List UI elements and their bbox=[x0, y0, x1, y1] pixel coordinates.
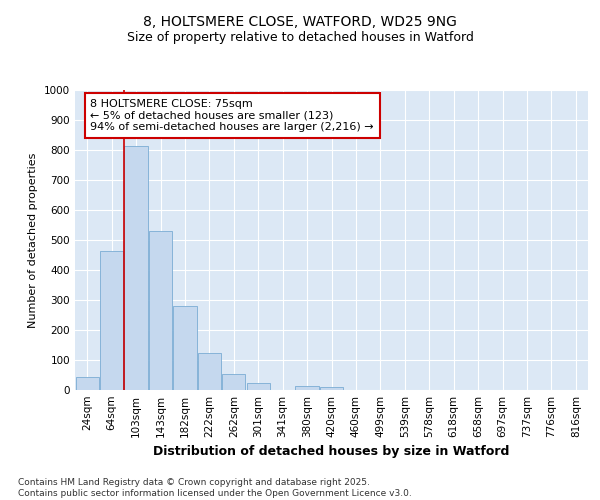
Bar bbox=[198, 352, 221, 390]
Bar bbox=[100, 250, 123, 390]
Bar bbox=[295, 386, 319, 390]
Bar bbox=[247, 384, 270, 390]
Bar bbox=[222, 374, 245, 390]
Bar bbox=[149, 231, 172, 390]
X-axis label: Distribution of detached houses by size in Watford: Distribution of detached houses by size … bbox=[154, 446, 509, 458]
Text: 8, HOLTSMERE CLOSE, WATFORD, WD25 9NG: 8, HOLTSMERE CLOSE, WATFORD, WD25 9NG bbox=[143, 16, 457, 30]
Text: Size of property relative to detached houses in Watford: Size of property relative to detached ho… bbox=[127, 31, 473, 44]
Text: 8 HOLTSMERE CLOSE: 75sqm
← 5% of detached houses are smaller (123)
94% of semi-d: 8 HOLTSMERE CLOSE: 75sqm ← 5% of detache… bbox=[91, 99, 374, 132]
Bar bbox=[320, 387, 343, 390]
Text: Contains HM Land Registry data © Crown copyright and database right 2025.
Contai: Contains HM Land Registry data © Crown c… bbox=[18, 478, 412, 498]
Bar bbox=[173, 306, 197, 390]
Y-axis label: Number of detached properties: Number of detached properties bbox=[28, 152, 38, 328]
Bar bbox=[124, 146, 148, 390]
Bar bbox=[76, 376, 99, 390]
